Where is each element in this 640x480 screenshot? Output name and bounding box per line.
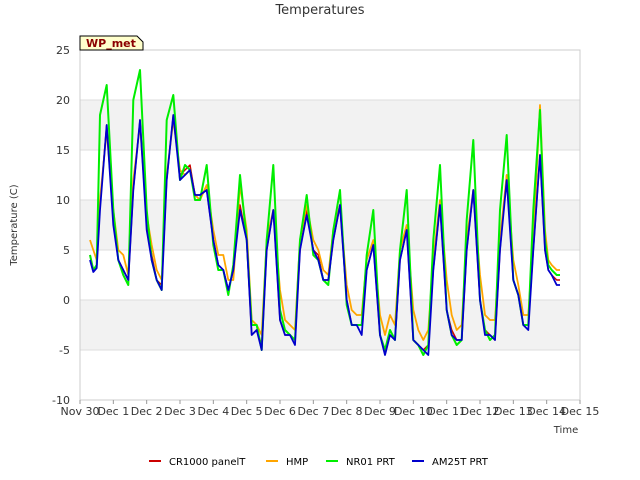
x-tick-label: Nov 30 <box>61 405 100 418</box>
y-tick-label: -5 <box>59 344 70 357</box>
x-tick-label: Dec 8 <box>331 405 363 418</box>
badge-label: WP_met <box>86 37 136 50</box>
x-tick-label: Dec 12 <box>461 405 500 418</box>
x-tick-label: Dec 5 <box>231 405 263 418</box>
x-tick-label: Dec 9 <box>364 405 396 418</box>
x-tick-label: Dec 13 <box>494 405 533 418</box>
y-tick-label: 0 <box>63 294 70 307</box>
plot-band <box>80 100 580 150</box>
legend-label: AM25T PRT <box>432 457 489 468</box>
x-tick-label: Dec 4 <box>197 405 229 418</box>
legend-item: CR1000 panelT <box>149 457 246 468</box>
plot-bands <box>80 50 580 400</box>
plot-band <box>80 50 580 100</box>
legend-item: HMP <box>266 457 308 468</box>
x-tick-label: Dec 6 <box>264 405 296 418</box>
series-lines <box>89 69 560 356</box>
y-tick-label: -10 <box>52 394 70 407</box>
y-axis-label: Temperature (C) <box>9 184 20 266</box>
legend-item: NR01 PRT <box>326 457 396 468</box>
badge-shape <box>79 35 144 51</box>
series-line-am25t-prt <box>89 114 560 356</box>
x-tick-label: Dec 2 <box>131 405 163 418</box>
x-tick-label: Dec 3 <box>164 405 196 418</box>
chart-title: Temperatures <box>274 3 364 18</box>
y-tick-label: 25 <box>56 44 70 57</box>
x-tick-label: Dec 10 <box>394 405 433 418</box>
legend-label: HMP <box>286 457 308 468</box>
plot-band <box>80 300 580 350</box>
y-tick-label: 10 <box>56 194 70 207</box>
station-badge: WP_met <box>79 35 144 51</box>
x-axis-label: Time <box>553 425 578 436</box>
legend-label: NR01 PRT <box>346 457 396 468</box>
x-tick-label: Dec 1 <box>97 405 129 418</box>
plot-frame <box>79 49 581 401</box>
x-tick-label: Dec 14 <box>527 405 566 418</box>
y-tick-label: 5 <box>63 244 70 257</box>
x-tick-label: Dec 15 <box>561 405 600 418</box>
y-tick-label: 15 <box>56 144 70 157</box>
y-axis-ticks: -10 -5 0 5 10 15 20 25 <box>52 44 70 407</box>
legend-label: CR1000 panelT <box>169 457 246 468</box>
plot-band <box>80 150 580 200</box>
x-tick-label: Dec 7 <box>297 405 329 418</box>
x-tick-label: Dec 11 <box>427 405 466 418</box>
y-tick-label: 20 <box>56 94 70 107</box>
plot-band <box>80 350 580 400</box>
legend-item: AM25T PRT <box>412 457 489 468</box>
legend: CR1000 panelT HMP NR01 PRT AM25T PRT <box>149 457 489 468</box>
plot-band <box>80 200 580 250</box>
